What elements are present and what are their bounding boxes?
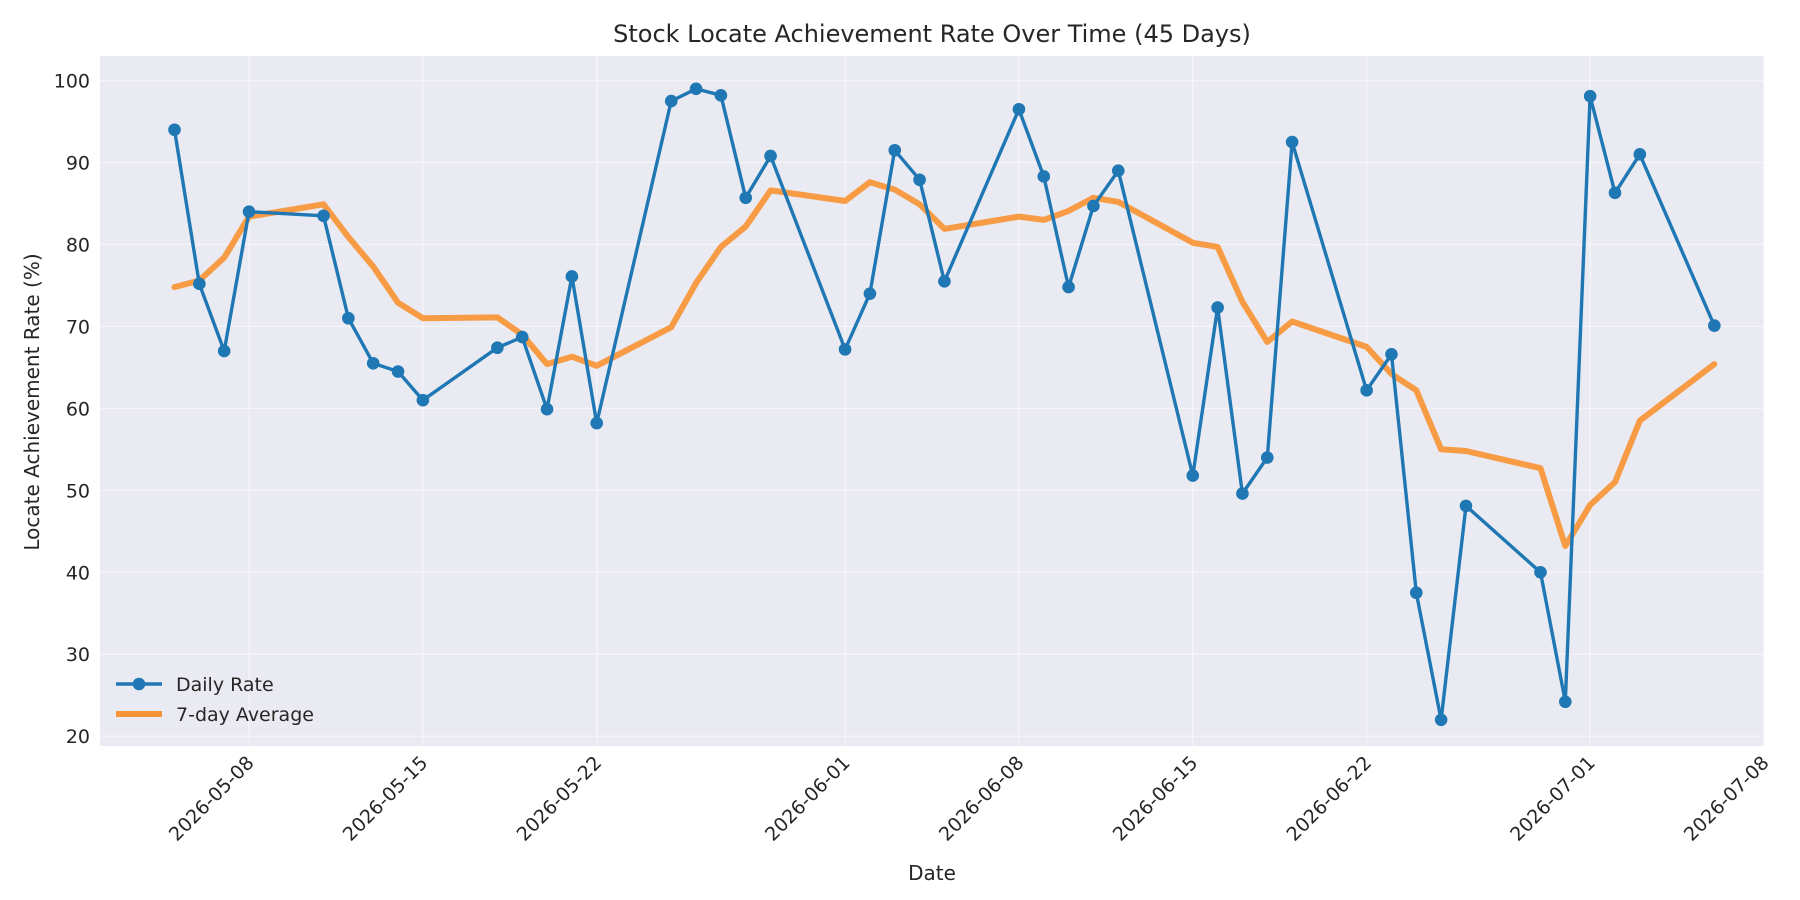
y-tick-label: 90 <box>66 153 90 175</box>
daily-rate-point <box>217 344 231 358</box>
daily-rate-point <box>1459 499 1473 513</box>
daily-rate-point <box>1385 347 1398 361</box>
y-tick-label: 80 <box>66 234 90 256</box>
daily-rate-point <box>491 341 504 355</box>
daily-rate-point <box>168 123 181 137</box>
daily-rate-point <box>1012 102 1026 116</box>
daily-rate-point <box>590 416 604 430</box>
daily-rate-point <box>540 402 554 416</box>
daily-rate-point <box>1285 135 1299 149</box>
daily-rate-point <box>1409 586 1423 600</box>
legend-label-7-day-average: 7-day Average <box>176 704 314 726</box>
x-tick-label: 2026-06-15 <box>1109 752 1203 846</box>
daily-rate-point <box>888 143 902 157</box>
daily-rate-point <box>242 205 256 219</box>
x-tick-label: 2026-06-22 <box>1283 752 1377 846</box>
y-tick-label: 20 <box>66 726 90 748</box>
daily-rate-point <box>838 343 852 356</box>
daily-rate-point <box>1360 384 1373 397</box>
daily-rate-point <box>689 82 703 96</box>
y-tick-label: 60 <box>66 398 90 420</box>
daily-rate-point <box>1559 695 1572 709</box>
x-tick-label: 2026-07-08 <box>1680 752 1774 846</box>
daily-rate-point <box>714 89 728 102</box>
daily-rate-point <box>863 287 877 300</box>
daily-rate-point <box>1236 487 1249 500</box>
series-line-7-day-average <box>171 179 1718 549</box>
y-axis-ticks: 20 30 40 50 60 70 80 90 100 <box>54 71 90 749</box>
daily-rate-point <box>1037 170 1051 183</box>
daily-rate-point <box>1111 164 1125 178</box>
daily-rate-point <box>938 275 951 288</box>
x-tick-label: 2026-06-08 <box>935 752 1029 846</box>
daily-rate-point <box>664 94 678 108</box>
legend-marker-daily-rate <box>132 677 146 691</box>
plot-area <box>100 56 1764 746</box>
legend-label-daily-rate: Daily Rate <box>176 674 274 696</box>
daily-rate-point <box>366 357 380 370</box>
daily-rate-point <box>391 365 405 378</box>
daily-rate-point <box>1434 713 1448 727</box>
grid-lines <box>100 56 1765 746</box>
daily-rate-point <box>1211 301 1224 314</box>
daily-rate-point <box>1186 469 1200 482</box>
legend: Daily Rate 7-day Average <box>116 674 314 726</box>
daily-rate-point <box>1608 186 1622 200</box>
daily-rate-point <box>565 270 579 283</box>
x-axis-ticks: 2026-05-08 2026-05-15 2026-05-22 2026-06-01… <box>165 752 1774 846</box>
x-axis-title: Date <box>908 861 956 885</box>
y-tick-label: 70 <box>66 316 90 338</box>
daily-rate-point <box>1583 89 1597 103</box>
series-layer <box>168 82 1721 727</box>
y-tick-label: 50 <box>66 480 90 502</box>
daily-rate-point <box>1708 319 1721 332</box>
daily-rate-point <box>416 393 430 407</box>
daily-rate-point <box>342 311 355 325</box>
x-tick-label: 2026-06-01 <box>761 752 855 846</box>
daily-rate-point <box>1062 280 1075 294</box>
y-tick-label: 40 <box>66 562 90 584</box>
daily-rate-point <box>1633 148 1647 161</box>
x-tick-label: 2026-05-22 <box>513 752 607 846</box>
x-tick-label: 2026-05-15 <box>339 752 433 846</box>
daily-rate-point <box>1534 565 1547 579</box>
x-tick-label: 2026-07-01 <box>1506 752 1600 846</box>
chart-title: Stock Locate Achievement Rate Over Time … <box>613 20 1251 48</box>
daily-rate-point <box>1260 451 1274 464</box>
daily-rate-point <box>1087 199 1100 213</box>
y-tick-label: 100 <box>54 71 90 93</box>
daily-rate-point <box>913 173 926 187</box>
daily-rate-point <box>317 209 330 223</box>
x-tick-label: 2026-05-08 <box>165 752 259 846</box>
daily-rate-point <box>764 149 777 163</box>
y-axis-title: Locate Achievement Rate (%) <box>20 253 44 550</box>
y-tick-label: 30 <box>66 644 90 666</box>
daily-rate-point <box>739 191 753 205</box>
daily-rate-point <box>193 277 206 291</box>
daily-rate-point <box>515 330 529 344</box>
